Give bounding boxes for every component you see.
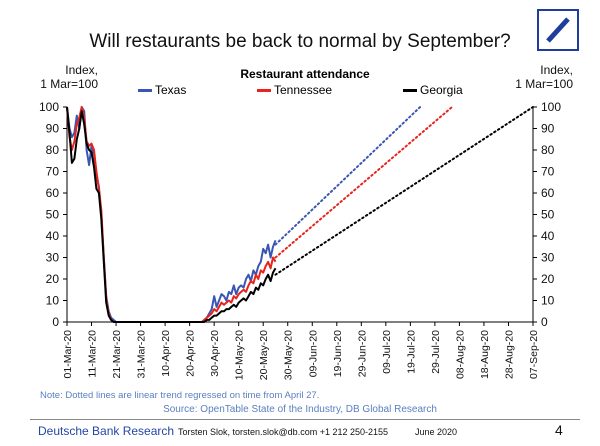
- right-y-tick-label: 80: [541, 143, 555, 157]
- footer-divider: [30, 419, 580, 420]
- left-y-tick-label: 50: [46, 208, 60, 222]
- left-y-tick-label: 90: [46, 122, 60, 136]
- x-tick-label: 19-Jun-20: [332, 330, 344, 377]
- right-y-tick-label: 90: [541, 122, 555, 136]
- page-title: Will restaurants be back to normal by Se…: [89, 31, 511, 52]
- legend-swatch-tennessee: [257, 88, 271, 92]
- x-tick-label: 29-Jul-20: [430, 330, 442, 374]
- right-y-tick-label: 70: [541, 165, 555, 179]
- right-y-tick-label: 20: [541, 272, 555, 286]
- x-tick-label: 10-Apr-20: [160, 330, 172, 377]
- trend-line-tennessee: [274, 106, 454, 259]
- right-y-tick-label: 40: [541, 229, 555, 243]
- chart-source: Source: OpenTable State of the Industry,…: [163, 404, 437, 415]
- legend-item-tennessee: Tennessee: [257, 83, 332, 97]
- legend-swatch-georgia: [403, 88, 417, 92]
- x-tick-label: 01-Mar-20: [62, 330, 74, 379]
- x-tick-label: 10-May-20: [234, 330, 246, 380]
- trend-line-texas: [274, 106, 422, 246]
- x-tick-label: 31-Mar-20: [136, 330, 148, 379]
- left-y-tick-label: 40: [46, 229, 60, 243]
- footer-date: June 2020: [415, 427, 458, 437]
- x-tick-label: 30-May-20: [283, 330, 295, 380]
- legend-item-texas: Texas: [138, 83, 186, 97]
- left-axis-note: Index, 1 Mar=100: [40, 63, 98, 91]
- trend-line-georgia: [274, 106, 534, 276]
- x-tick-label: 29-Jun-20: [356, 330, 368, 377]
- x-tick-label: 11-Mar-20: [87, 330, 99, 378]
- left-y-tick-label: 100: [39, 100, 59, 114]
- deutsche-bank-logo: [537, 9, 579, 51]
- right-y-tick-label: 10: [541, 294, 555, 308]
- right-y-tick-label: 30: [541, 251, 555, 265]
- right-y-tick-label: 60: [541, 186, 555, 200]
- x-tick-label: 28-Aug-20: [503, 330, 515, 379]
- x-tick-label: 08-Aug-20: [454, 330, 466, 379]
- right-y-tick-label: 100: [541, 100, 561, 114]
- x-tick-label: 18-Aug-20: [479, 330, 491, 379]
- legend-item-georgia: Georgia: [403, 83, 463, 97]
- legend-title: Restaurant attendance: [240, 67, 370, 81]
- series-line-tennessee: [66, 106, 277, 323]
- x-tick-label: 21-Mar-20: [111, 330, 123, 379]
- x-tick-label: 07-Sep-20: [528, 330, 540, 379]
- legend-label-georgia: Georgia: [420, 83, 463, 97]
- legend-swatch-texas: [138, 88, 152, 92]
- attendance-chart: 0 0 10 10 20 20 30 30 40 40 50 50 60 60 70 70 80 80 90 90 10…: [39, 100, 561, 380]
- x-tick-label: 19-Jul-20: [405, 330, 417, 374]
- left-y-tick-label: 30: [46, 251, 60, 265]
- legend-label-tennessee: Tennessee: [274, 83, 333, 97]
- x-tick-label: 09-Jul-20: [381, 330, 393, 374]
- logo-slash-icon: [546, 17, 570, 43]
- right-y-tick-label: 50: [541, 208, 555, 222]
- footer-contact: Torsten Slok, torsten.slok@db.com +1 212…: [178, 427, 389, 437]
- left-y-tick-label: 0: [52, 315, 59, 329]
- right-axis-note: Index, 1 Mar=100: [515, 63, 573, 91]
- x-tick-label: 30-Apr-20: [209, 330, 221, 377]
- chart-note: Note: Dotted lines are linear trend regr…: [40, 390, 320, 401]
- footer-brand: Deutsche Bank Research: [38, 424, 175, 438]
- left-y-tick-label: 70: [46, 165, 60, 179]
- right-y-tick-label: 0: [541, 315, 548, 329]
- left-y-tick-label: 80: [46, 143, 60, 157]
- legend-label-texas: Texas: [155, 83, 187, 97]
- left-y-tick-label: 10: [46, 294, 60, 308]
- x-tick-label: 09-Jun-20: [307, 330, 319, 377]
- left-y-tick-label: 20: [46, 272, 60, 286]
- page-number: 4: [555, 422, 563, 438]
- left-y-tick-label: 60: [46, 186, 60, 200]
- x-tick-label: 20-Apr-20: [185, 330, 197, 377]
- x-tick-label: 20-May-20: [258, 330, 270, 380]
- series-line-georgia: [66, 106, 277, 323]
